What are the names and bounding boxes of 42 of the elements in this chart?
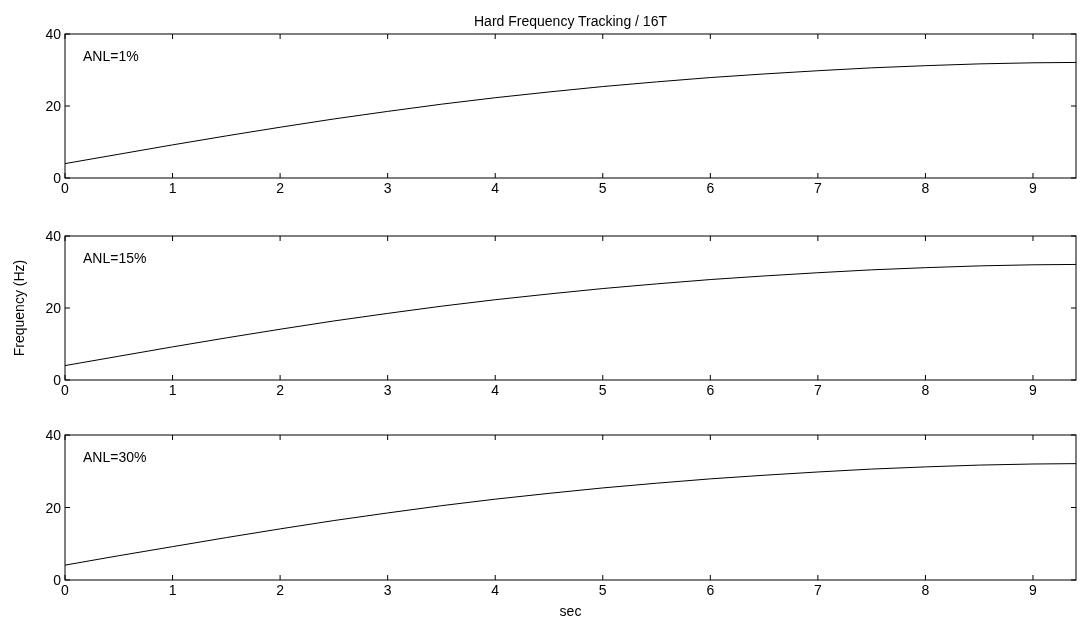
annotation: ANL=1%	[83, 48, 139, 64]
x-tick-label: 3	[383, 382, 392, 398]
y-tick-label: 20	[45, 499, 62, 516]
annotation: ANL=15%	[83, 250, 147, 266]
x-tick-label: 6	[706, 180, 715, 196]
x-tick-label: 7	[813, 582, 822, 598]
y-tick-label: 20	[45, 98, 62, 114]
y-tick-label: 40	[45, 228, 62, 244]
x-tick-label: 5	[598, 382, 607, 398]
x-tick-label: 9	[1029, 180, 1038, 196]
x-tick-label: 6	[706, 582, 715, 598]
x-tick-label: 5	[598, 582, 607, 598]
x-tick-label: 9	[1029, 382, 1038, 398]
x-tick-label: 7	[813, 180, 822, 196]
x-tick-label: 2	[276, 382, 285, 398]
x-tick-label: 5	[598, 180, 607, 196]
y-tick-label: 0	[53, 572, 62, 588]
x-axis-title: sec	[559, 603, 582, 619]
x-tick-label: 2	[276, 582, 285, 598]
x-tick-label: 6	[706, 382, 715, 398]
x-tick-label: 4	[491, 582, 500, 598]
y-axis-title: Frequency (Hz)	[11, 259, 27, 357]
x-tick-label: 1	[168, 180, 177, 196]
x-tick-label: 8	[921, 582, 930, 598]
y-tick-label: 0	[53, 170, 62, 186]
x-tick-label: 3	[383, 180, 392, 196]
y-tick-label: 0	[53, 372, 62, 388]
x-tick-label: 4	[491, 180, 500, 196]
annotation: ANL=30%	[83, 449, 147, 465]
y-tick-label: 40	[45, 26, 62, 42]
x-tick-label: 2	[276, 180, 285, 196]
x-tick-label: 8	[921, 180, 930, 196]
y-tick-label: 20	[45, 300, 62, 316]
x-tick-label: 9	[1029, 582, 1038, 598]
x-tick-label: 4	[491, 382, 500, 398]
x-tick-label: 8	[921, 382, 930, 398]
y-tick-label: 40	[45, 427, 62, 443]
x-tick-label: 1	[168, 582, 177, 598]
x-tick-label: 3	[383, 582, 392, 598]
x-tick-label: 1	[168, 382, 177, 398]
chart-title: Hard Frequency Tracking / 16T	[474, 13, 668, 29]
x-tick-label: 7	[813, 382, 822, 398]
